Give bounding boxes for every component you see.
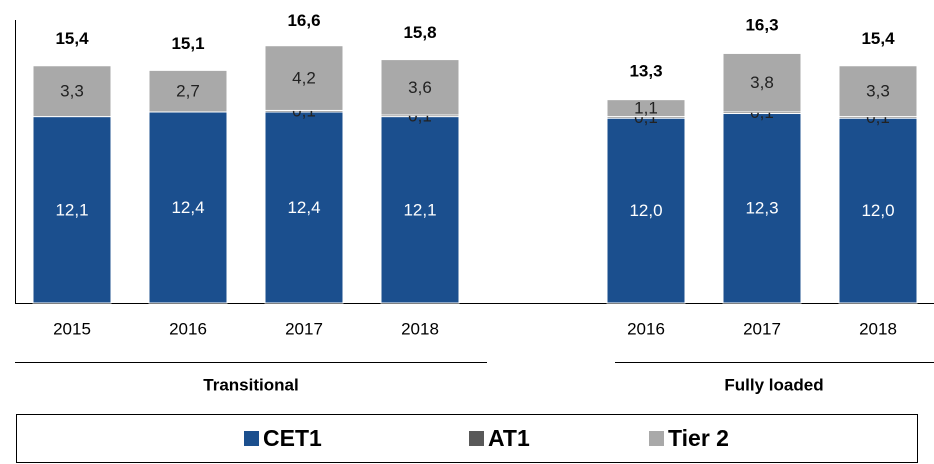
x-tick-label: 2015 (53, 319, 91, 338)
x-tick-label: 2017 (743, 319, 781, 338)
x-tick-label: 2016 (169, 319, 207, 338)
total-label: 15,8 (403, 23, 436, 42)
bar-segment (264, 45, 344, 111)
bar-segment (722, 52, 802, 113)
bar-segment (838, 65, 918, 118)
bar-segment (32, 65, 112, 118)
value-label: 1,1 (634, 99, 658, 118)
group-label: Fully loaded (724, 375, 823, 394)
value-label: 12,0 (861, 201, 894, 220)
total-label: 16,3 (745, 15, 778, 34)
value-label: 3,3 (60, 82, 84, 101)
value-label: 3,3 (866, 82, 890, 101)
bar-segment (264, 111, 344, 304)
group-label: Transitional (203, 375, 298, 394)
total-label: 15,1 (171, 34, 204, 53)
bar-segment (148, 69, 228, 113)
x-tick-label: 2018 (859, 319, 897, 338)
x-tick-label: 2016 (627, 319, 665, 338)
bar-segment (148, 111, 228, 304)
value-label: 12,3 (745, 199, 778, 218)
x-tick-label: 2018 (401, 319, 439, 338)
total-label: 13,3 (629, 62, 662, 81)
value-label: 12,0 (629, 201, 662, 220)
total-label: 15,4 (861, 29, 895, 48)
value-label: 12,4 (171, 198, 204, 217)
x-tick-label: 2017 (285, 319, 323, 338)
total-label: 15,4 (55, 29, 89, 48)
legend-label: CET1 (263, 425, 322, 451)
bar-segment (380, 59, 460, 116)
bar-segment (380, 116, 460, 304)
total-label: 16,6 (287, 11, 320, 30)
value-label: 12,1 (55, 200, 88, 219)
value-label: 12,4 (287, 198, 320, 217)
bar-segment (838, 117, 918, 304)
legend-box (16, 414, 918, 463)
legend-marker (649, 431, 664, 446)
legend-marker (469, 431, 484, 446)
value-label: 2,7 (176, 82, 200, 101)
bar-segment (606, 99, 686, 118)
value-label: 4,2 (292, 69, 316, 88)
legend-marker (244, 431, 259, 446)
bar-segment (32, 116, 112, 304)
value-label: 3,6 (408, 78, 432, 97)
value-label: 3,8 (750, 73, 774, 92)
legend-label: AT1 (488, 425, 530, 451)
bar-segment (606, 117, 686, 304)
legend-label: Tier 2 (668, 425, 729, 451)
value-label: 12,1 (403, 200, 436, 219)
bar-segment (722, 113, 802, 304)
